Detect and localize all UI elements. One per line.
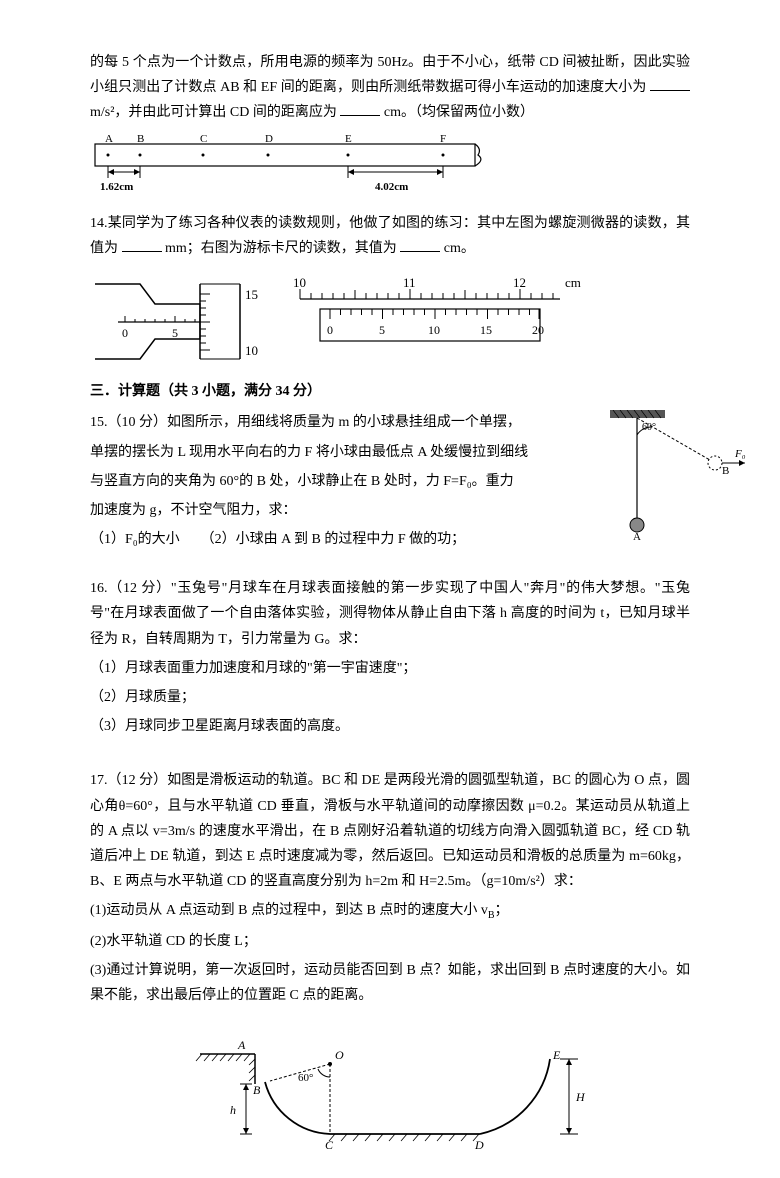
trk-A: A — [237, 1038, 246, 1052]
q14-unit-2: cm。 — [444, 241, 475, 256]
trk-h: h — [230, 1103, 236, 1117]
instruments-figure: 0 5 15 10 10 11 12 cm — [90, 269, 690, 369]
tape-figure: A B C D E F 1.62cm 4.02cm — [90, 134, 690, 203]
q16-l1: 16.（12 分）"玉兔号"月球车在月球表面接触的第一步实现了中国人"奔月"的伟… — [90, 576, 690, 652]
blank-accel — [650, 77, 690, 91]
blank-cm — [400, 238, 440, 252]
tape-E: E — [345, 134, 352, 145]
mic-0: 0 — [122, 326, 128, 340]
trk-E: E — [552, 1048, 561, 1062]
q17-l2a: (1)运动员从 A 点运动到 B 点的过程中，到达 B 点时的速度大小 v — [90, 903, 488, 918]
q15-l3: 与竖直方向的夹角为 60°的 B 处，小球静止在 B 处时，力 F=F₀。重力 — [90, 469, 690, 494]
v-11: 11 — [403, 275, 416, 290]
tape-A: A — [105, 134, 113, 145]
blank-cd — [340, 102, 380, 116]
vsub-10: 10 — [428, 323, 440, 337]
vernier-svg: 10 11 12 cm 0 5 10 15 20 — [290, 269, 590, 359]
tape-d1: 1.62cm — [100, 181, 133, 193]
pend-A: A — [633, 531, 641, 540]
intro-unit-2: cm。（均保留两位小数） — [384, 105, 534, 120]
trk-B: B — [253, 1083, 261, 1097]
q15-block: 15.（10 分）如图所示，用细线将质量为 m 的小球悬挂组成一个单摆， 单摆的… — [90, 410, 690, 552]
mic-5: 5 — [172, 326, 178, 340]
mic-15: 15 — [245, 287, 258, 302]
intro-paragraph: 的每 5 个点为一个计数点，所用电源的频率为 50Hz。由于不小心，纸带 CD … — [90, 50, 690, 126]
q15-l5: （1）F₀的大小 （2）小球由 A 到 B 的过程中力 F 做的功； — [90, 527, 690, 552]
vsub-5: 5 — [379, 323, 385, 337]
q17-l2s: B — [488, 910, 495, 921]
trk-O: O — [335, 1048, 344, 1062]
tape-d2: 4.02cm — [375, 181, 408, 193]
q17-l2e: ； — [495, 903, 509, 918]
trk-D: D — [474, 1138, 484, 1152]
pend-F0: F₀ — [734, 448, 746, 460]
tape-C: C — [200, 134, 207, 145]
v-10: 10 — [293, 275, 306, 290]
q16-l3: （2）月球质量； — [90, 685, 690, 710]
q14-unit-1: mm；右图为游标卡尺的读数，其值为 — [165, 241, 397, 256]
v-12: 12 — [513, 275, 526, 290]
pend-60: 60° — [642, 422, 656, 433]
mic-10: 10 — [245, 343, 258, 358]
vsub-15: 15 — [480, 323, 492, 337]
pend-B: B — [722, 465, 729, 477]
q17-l1: 17.（12 分）如图是滑板运动的轨道。BC 和 DE 是两段光滑的圆弧型轨道，… — [90, 768, 690, 894]
q17-l4: (3)通过计算说明，第一次返回时，运动员能否回到 B 点？如能，求出回到 B 点… — [90, 958, 690, 1008]
tape-D: D — [265, 134, 273, 145]
section-3-title: 三．计算题（共 3 小题，满分 34 分） — [90, 379, 690, 404]
q14-paragraph: 14.某同学为了练习各种仪表的读数规则，他做了如图的练习：其中左图为螺旋测微器的… — [90, 211, 690, 261]
micrometer-svg: 0 5 15 10 — [90, 269, 260, 369]
q15-l4: 加速度为 g，不计空气阻力，求： — [90, 498, 690, 523]
pendulum-svg: A B 60° F₀ — [610, 410, 750, 540]
intro-text-1: 的每 5 个点为一个计数点，所用电源的频率为 50Hz。由于不小心，纸带 CD … — [90, 55, 690, 95]
tape-F: F — [440, 134, 446, 145]
tape-B: B — [137, 134, 144, 145]
v-cm: cm — [565, 275, 581, 290]
q16-l4: （3）月球同步卫星距离月球表面的高度。 — [90, 714, 690, 739]
q15-l2: 单摆的摆长为 L 现用水平向右的力 F 将小球由最低点 A 处缓慢拉到细线 — [90, 440, 690, 465]
trk-60: 60° — [298, 1072, 313, 1084]
intro-unit-1: m/s²，并由此可计算出 CD 间的距离应为 — [90, 105, 337, 120]
q17-l2: (1)运动员从 A 点运动到 B 点的过程中，到达 B 点时的速度大小 vB； — [90, 898, 690, 925]
vsub-0: 0 — [327, 323, 333, 337]
vsub-20: 20 — [532, 323, 544, 337]
q16-l2: （1）月球表面重力加速度和月球的"第一宇宙速度"； — [90, 656, 690, 681]
blank-mm — [122, 238, 162, 252]
q17-l3: (2)水平轨道 CD 的长度 L； — [90, 929, 690, 954]
trk-H: H — [575, 1090, 586, 1104]
q15-l1: 15.（10 分）如图所示，用细线将质量为 m 的小球悬挂组成一个单摆， — [90, 410, 690, 435]
track-figure: A B O 60° C D E h H — [90, 1019, 690, 1178]
